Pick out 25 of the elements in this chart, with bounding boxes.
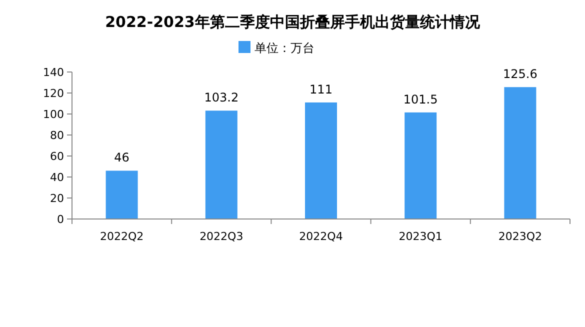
data-label: 111 xyxy=(310,82,332,96)
bar xyxy=(305,102,337,219)
legend-label: 单位：万台 xyxy=(254,41,314,55)
data-label: 103.2 xyxy=(204,90,239,105)
y-tick-label: 40 xyxy=(50,171,64,184)
bar xyxy=(106,170,138,219)
x-tick-label: 2023Q1 xyxy=(398,230,442,243)
data-label: 46 xyxy=(114,150,130,165)
x-tick-label: 2022Q4 xyxy=(299,230,343,243)
bar xyxy=(404,112,437,219)
y-tick-label: 60 xyxy=(50,150,64,163)
bar xyxy=(205,110,238,219)
data-label: 101.5 xyxy=(403,92,438,106)
x-tick-label: 2022Q3 xyxy=(200,230,244,243)
bar xyxy=(504,87,536,219)
y-tick-label: 0 xyxy=(57,213,64,226)
x-tick-label: 2023Q2 xyxy=(498,230,542,243)
y-tick-label: 80 xyxy=(50,129,64,142)
y-tick-label: 140 xyxy=(43,66,64,79)
y-tick-label: 100 xyxy=(43,108,64,121)
x-tick-label: 2022Q2 xyxy=(100,230,144,243)
data-label: 125.6 xyxy=(503,67,538,82)
chart-title: 2022-2023年第二季度中国折叠屏手机出货量统计情况 xyxy=(105,13,481,31)
y-tick-label: 20 xyxy=(50,192,64,205)
y-tick-label: 120 xyxy=(43,87,64,100)
